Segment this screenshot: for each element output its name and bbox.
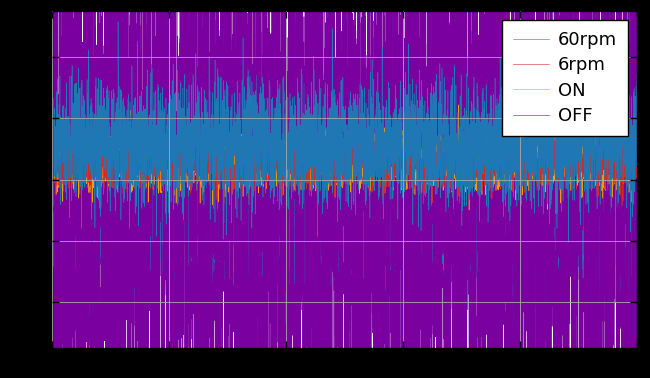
OFF xyxy=(485,185,493,189)
Line: ON: ON xyxy=(52,105,637,210)
60rpm xyxy=(399,180,407,185)
60rpm xyxy=(529,137,537,142)
Legend: 60rpm, 6rpm, ON, OFF: 60rpm, 6rpm, ON, OFF xyxy=(502,20,628,136)
OFF xyxy=(154,30,162,35)
6rpm xyxy=(485,189,493,193)
6rpm xyxy=(529,170,537,174)
6rpm xyxy=(633,158,641,163)
ON xyxy=(485,158,493,163)
6rpm xyxy=(154,170,162,175)
60rpm xyxy=(428,172,436,177)
60rpm xyxy=(114,20,122,24)
Line: 60rpm: 60rpm xyxy=(52,22,637,242)
Line: OFF: OFF xyxy=(52,0,637,378)
6rpm xyxy=(399,180,407,184)
ON xyxy=(633,151,641,156)
60rpm xyxy=(272,156,280,161)
60rpm xyxy=(565,240,573,245)
6rpm xyxy=(48,166,56,170)
60rpm xyxy=(48,91,56,95)
OFF xyxy=(428,176,436,180)
60rpm xyxy=(485,124,493,129)
OFF xyxy=(529,319,537,324)
6rpm xyxy=(407,110,415,115)
ON xyxy=(465,208,473,212)
6rpm xyxy=(428,171,436,176)
OFF xyxy=(399,363,407,367)
60rpm xyxy=(633,72,641,77)
Line: 6rpm: 6rpm xyxy=(52,112,637,206)
OFF xyxy=(633,114,641,118)
ON xyxy=(529,157,537,162)
6rpm xyxy=(618,204,626,208)
60rpm xyxy=(155,155,162,159)
ON xyxy=(272,176,280,180)
ON xyxy=(48,134,56,139)
ON xyxy=(399,128,407,133)
ON xyxy=(154,153,162,158)
ON xyxy=(428,175,436,179)
ON xyxy=(454,102,462,107)
6rpm xyxy=(272,171,280,175)
